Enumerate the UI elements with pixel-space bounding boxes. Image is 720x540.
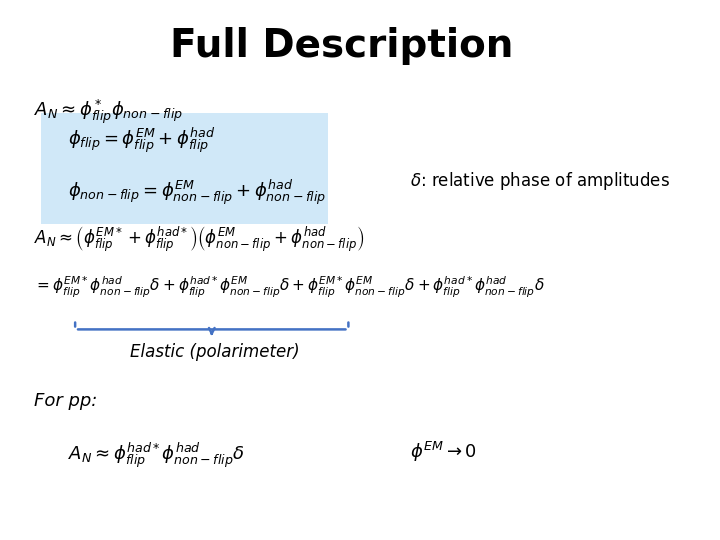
Text: $A_N \approx \phi^*_{flip}\phi_{non-flip}$: $A_N \approx \phi^*_{flip}\phi_{non-flip… <box>34 97 183 126</box>
Text: Elastic (polarimeter): Elastic (polarimeter) <box>130 343 300 361</box>
Text: $A_N \approx \phi^{had*}_{flip}\phi^{had}_{non-flip}\delta$: $A_N \approx \phi^{had*}_{flip}\phi^{had… <box>68 440 246 470</box>
Text: For pp:: For pp: <box>34 392 97 409</box>
Text: $\phi_{flip} = \phi^{EM}_{flip} + \phi^{had}_{flip}$: $\phi_{flip} = \phi^{EM}_{flip} + \phi^{… <box>68 125 216 155</box>
Text: $\delta$: relative phase of amplitudes: $\delta$: relative phase of amplitudes <box>410 170 670 192</box>
FancyBboxPatch shape <box>41 113 328 224</box>
Text: $= \phi^{EM*}_{flip}\phi^{had}_{non-flip}\delta + \phi^{had*}_{flip}\phi^{EM}_{n: $= \phi^{EM*}_{flip}\phi^{had}_{non-flip… <box>34 275 545 300</box>
Text: $\phi_{non-flip} = \phi^{EM}_{non-flip} + \phi^{had}_{non-flip}$: $\phi_{non-flip} = \phi^{EM}_{non-flip} … <box>68 177 326 207</box>
Text: Full Description: Full Description <box>170 27 513 65</box>
Text: $A_N \approx \left(\phi^{EM*}_{flip} + \phi^{had*}_{flip}\right)\left(\phi^{EM}_: $A_N \approx \left(\phi^{EM*}_{flip} + \… <box>34 224 364 253</box>
Text: $\phi^{EM} \rightarrow 0$: $\phi^{EM} \rightarrow 0$ <box>410 440 477 464</box>
